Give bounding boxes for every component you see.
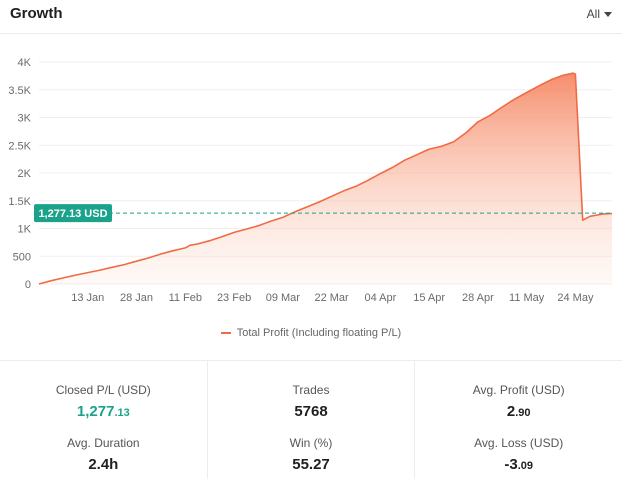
stat-value: 55.27 [292, 456, 330, 473]
x-tick-label: 22 Mar [314, 292, 349, 304]
stat-value-int: 1,277 [76, 403, 115, 420]
stat-value-int: -3 [504, 456, 518, 473]
stat-label: Avg. Loss (USD) [474, 436, 564, 450]
y-tick-label: 0 [25, 279, 31, 291]
x-tick-label: 11 May [509, 292, 545, 304]
legend-label: Total Profit (Including floating P/L) [236, 327, 402, 339]
stats-column-middle: Trades 5768 Win (%) 55.27 [206, 361, 415, 479]
range-dropdown[interactable]: All [587, 7, 612, 21]
stat-value-dec: .09 [517, 460, 533, 472]
stats-panel: Closed P/L (USD) 1,277.13 Avg. Duration … [0, 361, 622, 479]
stat-avg-duration: Avg. Duration 2.4h [67, 436, 140, 473]
stat-value: 5768 [294, 403, 328, 420]
stat-label: Closed P/L (USD) [55, 383, 151, 397]
stat-value-dec: .13 [114, 407, 130, 419]
stat-avg-loss: Avg. Loss (USD) -3.09 [474, 436, 563, 473]
x-tick-label: 11 Feb [169, 292, 202, 304]
y-tick-label: 3.5K [8, 85, 31, 97]
y-tick-label: 500 [13, 251, 31, 263]
stat-value: 2.4h [88, 456, 119, 473]
stat-value: -3.09 [474, 456, 563, 473]
divider [0, 360, 622, 361]
current-value-label: 1,277.13 USD [38, 208, 107, 220]
x-tick-label: 13 Jan [71, 292, 104, 304]
x-tick-label: 24 May [557, 292, 594, 304]
stat-label: Trades [292, 383, 330, 397]
stat-avg-profit: Avg. Profit (USD) 2.90 [473, 383, 565, 420]
profit-line [38, 72, 613, 285]
growth-chart: 0 500 1K 1.5K 2K 2.5K 3K 3.5K 4K 13 Jan 28 Jan 11 F… [8, 57, 613, 304]
legend-line-icon [220, 332, 231, 334]
profit-area [39, 73, 612, 284]
stat-label: Win (%) [289, 436, 333, 450]
stat-label: Avg. Profit (USD) [472, 383, 565, 397]
x-tick-label: 04 Apr [364, 292, 396, 304]
chart-legend[interactable]: Total Profit (Including floating P/L) [0, 327, 622, 339]
stat-win: Win (%) 55.27 [290, 436, 333, 473]
stat-value-dec: .90 [515, 407, 531, 419]
caret-down-icon [604, 11, 612, 17]
stats-column-left: Closed P/L (USD) 1,277.13 Avg. Duration … [0, 361, 207, 479]
y-tick-label: 4K [18, 57, 32, 69]
x-tick-label: 15 Apr [413, 292, 445, 304]
y-tick-label: 1K [18, 224, 32, 236]
x-tick-label: 28 Apr [462, 292, 494, 304]
widget-header: Growth All [0, 0, 622, 34]
y-tick-label: 2K [18, 168, 32, 180]
stat-value: 2.90 [473, 403, 565, 420]
y-tick-label: 1.5K [8, 196, 31, 208]
stat-value: 1,277.13 [56, 403, 151, 420]
x-tick-label: 23 Feb [217, 292, 251, 304]
current-value-badge [34, 204, 112, 223]
x-tick-label: 28 Jan [120, 292, 153, 304]
x-tick-label: 09 Mar [266, 292, 301, 304]
y-tick-label: 3K [18, 113, 32, 125]
stats-column-right: Avg. Profit (USD) 2.90 Avg. Loss (USD) -… [414, 361, 622, 479]
widget-title: Growth [10, 5, 63, 22]
y-tick-label: 2.5K [8, 140, 31, 152]
stat-closed-pl: Closed P/L (USD) 1,277.13 [56, 383, 151, 420]
stat-label: Avg. Duration [67, 436, 140, 450]
stat-value-int: 2 [506, 403, 516, 420]
range-dropdown-label: All [586, 7, 600, 21]
stat-trades: Trades 5768 [293, 383, 330, 420]
